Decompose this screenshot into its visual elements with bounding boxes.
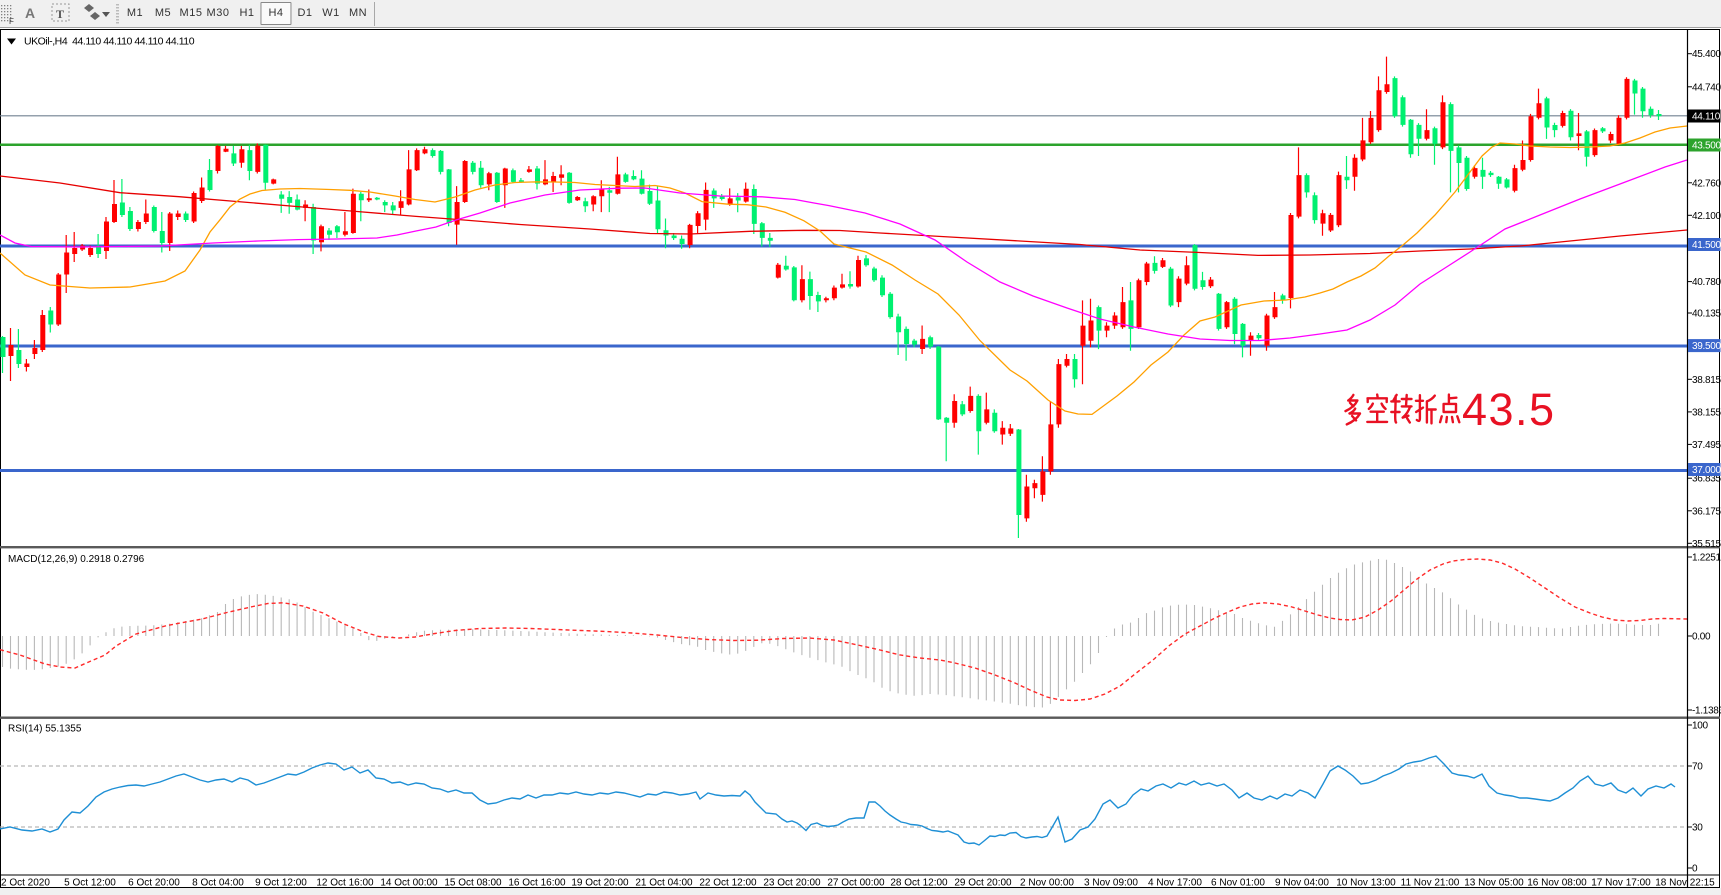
svg-text:27 Oct 00:00: 27 Oct 00:00 bbox=[827, 878, 885, 889]
svg-text:3 Nov 09:00: 3 Nov 09:00 bbox=[1084, 878, 1138, 889]
svg-text:9 Oct 12:00: 9 Oct 12:00 bbox=[255, 878, 307, 889]
svg-text:29 Oct 20:00: 29 Oct 20:00 bbox=[954, 878, 1012, 889]
svg-text:37.000: 37.000 bbox=[1692, 465, 1721, 476]
svg-text:35.515: 35.515 bbox=[1692, 539, 1721, 550]
svg-text:43.500: 43.500 bbox=[1692, 141, 1721, 152]
svg-text:39.500: 39.500 bbox=[1692, 341, 1721, 352]
svg-text:30: 30 bbox=[1692, 823, 1703, 834]
svg-text:42.100: 42.100 bbox=[1692, 211, 1721, 222]
svg-text:18 Nov 22:15: 18 Nov 22:15 bbox=[1655, 878, 1715, 889]
svg-text:1.2251: 1.2251 bbox=[1692, 553, 1721, 564]
svg-text:43.5: 43.5 bbox=[1462, 384, 1556, 435]
svg-text:6 Oct 20:00: 6 Oct 20:00 bbox=[128, 878, 180, 889]
svg-text:4 Nov 17:00: 4 Nov 17:00 bbox=[1148, 878, 1202, 889]
svg-text:38.815: 38.815 bbox=[1692, 375, 1721, 386]
svg-text:37.495: 37.495 bbox=[1692, 440, 1721, 451]
svg-text:2 Nov 00:00: 2 Nov 00:00 bbox=[1020, 878, 1074, 889]
svg-text:42.760: 42.760 bbox=[1692, 178, 1721, 189]
svg-text:40.780: 40.780 bbox=[1692, 277, 1721, 288]
svg-text:0.00: 0.00 bbox=[1692, 632, 1711, 643]
svg-text:11 Nov 21:00: 11 Nov 21:00 bbox=[1401, 878, 1460, 889]
svg-text:2 Oct 2020: 2 Oct 2020 bbox=[1, 878, 50, 889]
svg-text:22 Oct 12:00: 22 Oct 12:00 bbox=[699, 878, 757, 889]
svg-text:45.400: 45.400 bbox=[1692, 49, 1721, 60]
svg-text:15 Oct 08:00: 15 Oct 08:00 bbox=[444, 878, 502, 889]
svg-text:41.500: 41.500 bbox=[1692, 240, 1721, 251]
svg-text:19 Oct 20:00: 19 Oct 20:00 bbox=[571, 878, 629, 889]
svg-text:T: T bbox=[56, 7, 64, 21]
svg-text:-1.1383: -1.1383 bbox=[1692, 706, 1721, 717]
svg-text:23 Oct 20:00: 23 Oct 20:00 bbox=[763, 878, 821, 889]
svg-text:9 Nov 04:00: 9 Nov 04:00 bbox=[1275, 878, 1329, 889]
svg-text:28 Oct 12:00: 28 Oct 12:00 bbox=[890, 878, 948, 889]
svg-text:0: 0 bbox=[1692, 864, 1698, 875]
svg-text:UKOil-,H4 44.110 44.110 44.11: UKOil-,H4 44.110 44.110 44.110 44.110 bbox=[24, 36, 195, 48]
svg-text:5 Oct 12:00: 5 Oct 12:00 bbox=[64, 878, 116, 889]
svg-text:36.175: 36.175 bbox=[1692, 506, 1721, 517]
svg-text:21 Oct 04:00: 21 Oct 04:00 bbox=[635, 878, 693, 889]
svg-text:MACD(12,26,9) 0.2918 0.2796: MACD(12,26,9) 0.2918 0.2796 bbox=[8, 554, 145, 565]
svg-text:F: F bbox=[9, 17, 14, 26]
svg-text:13 Nov 05:00: 13 Nov 05:00 bbox=[1464, 878, 1524, 889]
svg-text:44.740: 44.740 bbox=[1692, 82, 1721, 93]
svg-text:14 Oct 00:00: 14 Oct 00:00 bbox=[380, 878, 438, 889]
svg-text:38.155: 38.155 bbox=[1692, 407, 1721, 418]
svg-text:12 Oct 16:00: 12 Oct 16:00 bbox=[316, 878, 374, 889]
svg-text:70: 70 bbox=[1692, 762, 1703, 773]
svg-text:44.110: 44.110 bbox=[1692, 112, 1721, 123]
svg-text:36.835: 36.835 bbox=[1692, 474, 1721, 485]
svg-text:8 Oct 04:00: 8 Oct 04:00 bbox=[192, 878, 244, 889]
svg-text:16 Nov 08:00: 16 Nov 08:00 bbox=[1527, 878, 1587, 889]
svg-text:10 Nov 13:00: 10 Nov 13:00 bbox=[1336, 878, 1396, 889]
svg-text:6 Nov 01:00: 6 Nov 01:00 bbox=[1211, 878, 1265, 889]
svg-text:40.135: 40.135 bbox=[1692, 309, 1721, 320]
svg-text:RSI(14) 55.1355: RSI(14) 55.1355 bbox=[8, 724, 82, 735]
svg-text:17 Nov 17:00: 17 Nov 17:00 bbox=[1591, 878, 1651, 889]
svg-text:100: 100 bbox=[1692, 721, 1709, 732]
svg-text:16 Oct 16:00: 16 Oct 16:00 bbox=[508, 878, 566, 889]
